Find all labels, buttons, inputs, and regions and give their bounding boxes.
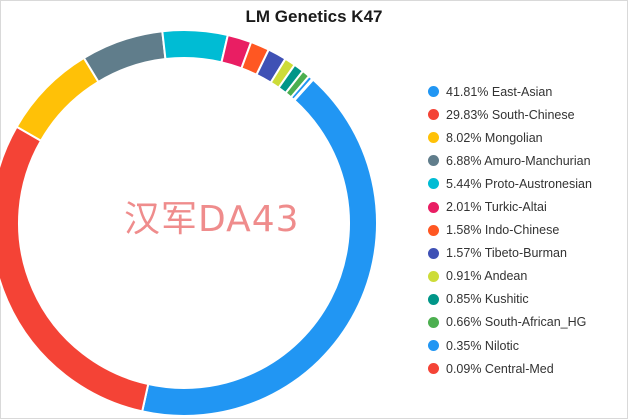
donut-slice[interactable] <box>15 56 100 143</box>
watermark-text: 汉军DA43 <box>124 199 300 240</box>
legend-item[interactable]: 29.83% South-Chinese <box>428 103 592 126</box>
legend-label: 0.09% Central-Med <box>446 361 554 376</box>
legend-color-dot <box>428 155 439 167</box>
legend-label: 5.44% Proto-Austronesian <box>446 176 592 191</box>
legend-item[interactable]: 6.88% Amuro-Manchurian <box>428 149 592 172</box>
legend-label: 1.57% Tibeto-Burman <box>446 246 567 261</box>
legend-color-dot <box>428 201 439 213</box>
donut-slice[interactable] <box>0 125 150 413</box>
donut-slice[interactable] <box>292 77 315 102</box>
legend-color-dot <box>428 178 439 190</box>
legend-label: 2.01% Turkic-Altai <box>446 200 547 215</box>
legend-item[interactable]: 5.44% Proto-Austronesian <box>428 172 592 195</box>
legend-label: 1.58% Indo-Chinese <box>446 223 560 238</box>
legend-color-dot <box>428 270 439 282</box>
legend-label: 0.85% Kushitic <box>446 292 529 307</box>
legend-item[interactable]: 0.35% Nilotic <box>428 334 592 357</box>
legend-item[interactable]: 0.66% South-African_HG <box>428 311 592 334</box>
legend-label: 6.88% Amuro-Manchurian <box>446 153 591 168</box>
legend-color-dot <box>428 340 439 352</box>
legend-item[interactable]: 0.91% Andean <box>428 265 592 288</box>
legend-item[interactable]: 8.02% Mongolian <box>428 126 592 149</box>
legend-item[interactable]: 1.57% Tibeto-Burman <box>428 242 592 265</box>
legend-item[interactable]: 1.58% Indo-Chinese <box>428 219 592 242</box>
donut-slice[interactable] <box>161 29 230 64</box>
legend-item[interactable]: 0.09% Central-Med <box>428 357 592 380</box>
legend-color-dot <box>428 363 439 375</box>
legend-label: 29.83% South-Chinese <box>446 107 575 122</box>
legend-item[interactable]: 41.81% East-Asian <box>428 80 592 103</box>
legend-label: 41.81% East-Asian <box>446 84 553 99</box>
legend-label: 0.66% South-African_HG <box>446 315 587 330</box>
legend-color-dot <box>428 224 439 236</box>
legend-color-dot <box>428 316 439 328</box>
legend-color-dot <box>428 247 439 259</box>
legend-label: 0.35% Nilotic <box>446 338 519 353</box>
legend-color-dot <box>428 132 439 144</box>
donut-slice[interactable] <box>82 30 167 84</box>
legend-color-dot <box>428 86 439 98</box>
legend-color-dot <box>428 109 439 121</box>
legend-item[interactable]: 2.01% Turkic-Altai <box>428 195 592 218</box>
chart-legend: 41.81% East-Asian 29.83% South-Chinese 8.0… <box>428 80 592 380</box>
legend-color-dot <box>428 293 439 305</box>
legend-item[interactable]: 0.85% Kushitic <box>428 288 592 311</box>
legend-label: 0.91% Andean <box>446 269 528 284</box>
donut-slice[interactable] <box>140 78 378 417</box>
chart-title: LM Genetics K47 <box>245 7 383 26</box>
legend-label: 8.02% Mongolian <box>446 130 543 145</box>
